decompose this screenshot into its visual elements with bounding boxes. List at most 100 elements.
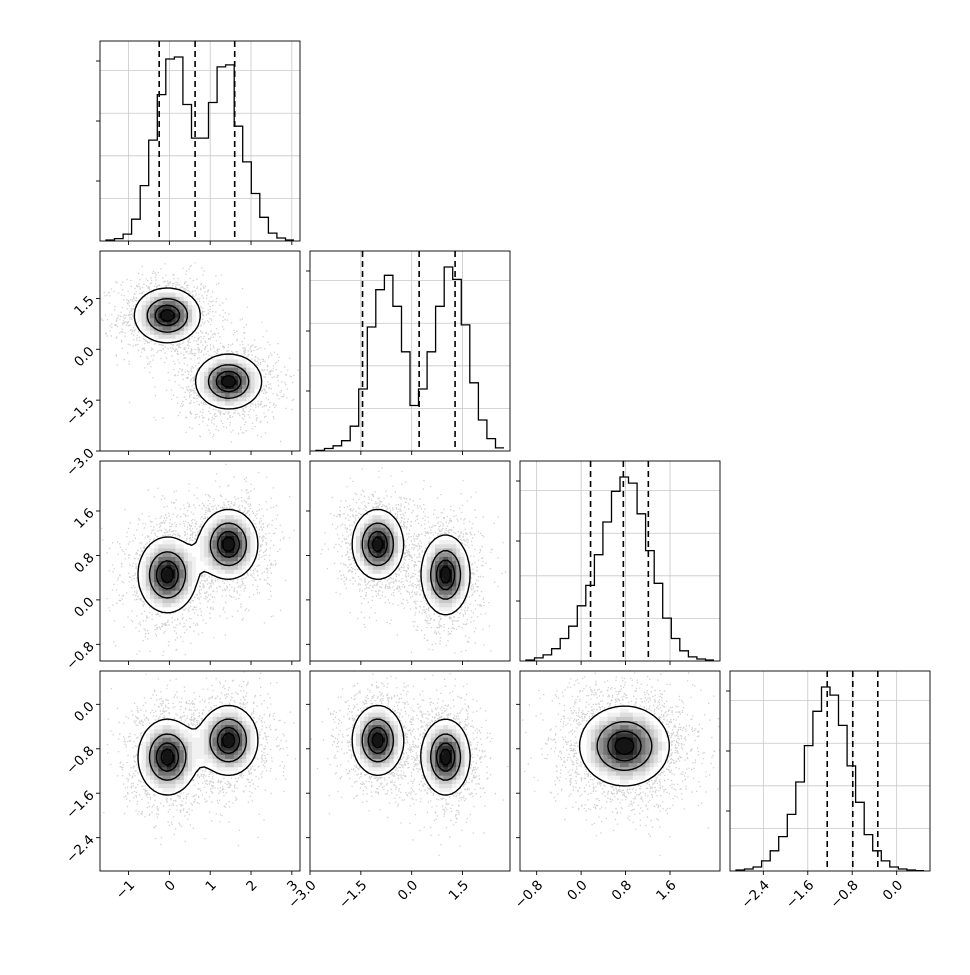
- panel-frame: [729, 670, 931, 872]
- density-cells: [355, 515, 469, 612]
- contour-line: [155, 530, 241, 590]
- scatter-panel-3-4: [516, 670, 721, 875]
- contour-line: [133, 287, 263, 410]
- x-tick-label: 0.0: [395, 877, 422, 904]
- scatter-points: [100, 262, 300, 443]
- x-tick-label: −0.8: [512, 877, 546, 911]
- x-tick-label: 0.8: [609, 877, 636, 904]
- scatter-points: [320, 467, 507, 661]
- histogram-panel-1: [96, 40, 301, 245]
- contour-line: [148, 718, 248, 781]
- y-tick-label: −1.6: [63, 788, 97, 822]
- density-cells: [351, 511, 469, 616]
- contour-line: [371, 536, 452, 584]
- contour-line: [137, 704, 259, 796]
- panel-content: [310, 671, 509, 856]
- x-tick-label: 1.5: [446, 877, 473, 904]
- contour-line: [160, 536, 236, 584]
- x-tick-label: 1: [202, 877, 219, 894]
- panel-content: [320, 467, 507, 661]
- density-cells: [162, 536, 234, 583]
- contour-line: [614, 736, 635, 756]
- panel-content: [522, 672, 720, 856]
- scatter-panel-2-3: [306, 460, 511, 665]
- density-cells: [603, 725, 646, 768]
- density-cells: [145, 712, 251, 789]
- scatter-panel-1-2: [96, 250, 301, 455]
- contour-line: [160, 308, 236, 388]
- panel-content: [103, 671, 297, 847]
- density-cells: [154, 531, 243, 591]
- density-cells: [351, 704, 469, 797]
- scatter-panel-1-3: [96, 460, 301, 665]
- x-tick-label: −0.8: [827, 877, 861, 911]
- density-cells: [158, 309, 238, 389]
- panel-frame: [99, 250, 301, 452]
- histogram-panel-3: [516, 460, 721, 665]
- panel-content: [100, 262, 300, 443]
- scatter-points: [101, 463, 295, 656]
- density-cells: [615, 737, 633, 755]
- scatter-panel-2-4: [306, 670, 511, 875]
- contour-line: [351, 704, 471, 796]
- x-tick-label: 1.6: [653, 877, 680, 904]
- density-cells: [355, 712, 465, 789]
- panel-frame: [99, 460, 301, 662]
- density-cells: [360, 716, 461, 780]
- y-tick-label: 0.0: [71, 594, 98, 621]
- contour-line: [351, 508, 471, 616]
- contour-line: [607, 730, 642, 762]
- x-tick-label: 0.0: [564, 877, 591, 904]
- contour-line: [146, 298, 250, 399]
- density-cells: [154, 725, 243, 772]
- scatter-points: [310, 671, 509, 856]
- y-tick-label: −0.8: [63, 639, 97, 673]
- x-tick-label: 2: [243, 877, 260, 894]
- contour-line: [361, 522, 462, 600]
- y-tick-label: 0.0: [71, 344, 98, 371]
- scatter-panel-1-4: [96, 670, 301, 875]
- density-cells: [137, 704, 259, 797]
- contour-line: [361, 718, 462, 781]
- density-cells: [137, 511, 259, 612]
- density-cells: [360, 716, 465, 784]
- histogram-step-line: [525, 476, 714, 661]
- y-tick-label: −0.8: [63, 743, 97, 777]
- x-tick-label: 0: [162, 877, 179, 894]
- density-cells: [133, 288, 263, 410]
- contour-line: [154, 304, 242, 393]
- x-tick-label: −1: [113, 877, 138, 902]
- y-tick-label: −1.5: [63, 394, 97, 428]
- panel-frame: [309, 250, 511, 452]
- x-tick-label: −2.4: [738, 877, 772, 911]
- x-tick-label: 0.0: [880, 877, 907, 904]
- x-tick-label: −1.6: [783, 877, 817, 911]
- histogram-step-line: [105, 56, 294, 241]
- contour-line: [596, 721, 653, 771]
- density-cells: [141, 708, 255, 793]
- contour-line: [367, 726, 456, 772]
- contour-line: [367, 530, 456, 591]
- contour-line: [371, 732, 452, 766]
- contour-line: [137, 508, 259, 614]
- panel-frame: [309, 460, 511, 662]
- panel-content: [101, 463, 295, 656]
- y-tick-label: −3.0: [63, 445, 97, 479]
- panel-frame: [99, 670, 301, 872]
- y-tick-label: 0.8: [71, 550, 98, 577]
- panel-frame: [99, 40, 301, 242]
- histogram-step-line: [735, 686, 924, 871]
- y-tick-label: 1.6: [71, 505, 98, 532]
- contour-line: [578, 705, 670, 787]
- y-tick-label: 0.0: [71, 699, 98, 726]
- y-tick-label: 1.5: [71, 293, 98, 320]
- contour-line: [155, 726, 241, 772]
- scatter-points: [522, 672, 720, 856]
- histogram-panel-4: [726, 670, 931, 875]
- contour-line: [148, 522, 248, 599]
- density-cells: [364, 527, 457, 595]
- x-tick-label: −1.5: [336, 877, 370, 911]
- panel-frame: [309, 670, 511, 872]
